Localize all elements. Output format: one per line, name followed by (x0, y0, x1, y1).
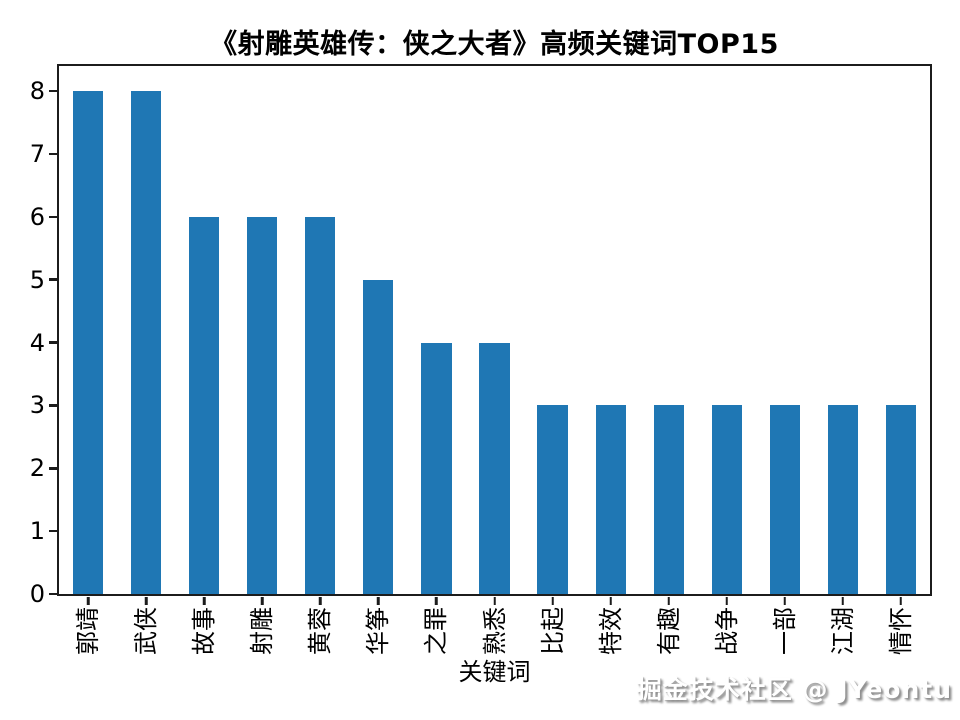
y-tick-label: 3 (29, 391, 45, 420)
y-tick-label: 8 (29, 77, 45, 106)
bar-有趣 (653, 405, 684, 594)
x-tick-label: 比起 (538, 607, 567, 655)
x-tick-mark (725, 596, 729, 605)
x-tick-mark (377, 596, 380, 605)
bar-slot (756, 66, 814, 594)
y-tick-mark (48, 467, 57, 470)
bar-之罪 (421, 342, 452, 594)
bar-slot (175, 66, 233, 594)
x-tick-mark (783, 596, 787, 605)
x-tick-mark (841, 596, 845, 605)
bar-江湖 (827, 405, 858, 594)
bar-slot (582, 66, 640, 594)
bar-slot (640, 66, 698, 594)
y-tick-mark (48, 278, 57, 281)
x-tick-label: 一部 (770, 607, 799, 655)
x-tick-label: 华筝 (364, 607, 393, 655)
plot-area: 关键词 0 1 2 3 4 5 6 7 8 郭靖 武侠 故事 射雕 黄蓉 华筝 之罪 熟悉 比起 特效 有趣 战争 一部江… (30, 64, 932, 684)
y-tick-label: 5 (29, 265, 45, 294)
x-tick-label: 郭靖 (74, 607, 103, 655)
bar-slot (465, 66, 523, 594)
bar-华筝 (363, 279, 394, 594)
bar-比起 (537, 405, 568, 594)
bar-特效 (595, 405, 626, 594)
x-tick-label: 情怀 (886, 607, 915, 655)
bars-row (59, 66, 930, 594)
y-tick-label: 1 (29, 517, 45, 546)
x-tick-label: 故事 (190, 607, 219, 655)
x-tick-mark (493, 596, 496, 605)
x-tick-mark (551, 596, 554, 605)
y-tick-label: 6 (29, 202, 45, 231)
bar-武侠 (131, 91, 162, 594)
bar-slot (233, 66, 291, 594)
x-tick-mark (435, 596, 438, 605)
x-tick-label: 黄蓉 (306, 607, 335, 655)
y-tick-mark (48, 341, 57, 344)
y-tick-mark (48, 404, 57, 407)
bar-slot (524, 66, 582, 594)
y-tick-label: 7 (29, 140, 45, 168)
x-tick-mark (202, 596, 206, 605)
bar-slot (291, 66, 349, 594)
bar-情怀 (885, 405, 916, 594)
y-tick-mark (48, 89, 57, 93)
x-tick-label: 江湖 (828, 607, 857, 655)
x-tick-label: 有趣 (654, 607, 683, 655)
bar-战争 (711, 405, 742, 594)
bar-slot (814, 66, 872, 594)
bar-黄蓉 (305, 216, 336, 594)
x-tick-label: 武侠 (132, 607, 161, 655)
bar-slot (872, 66, 930, 594)
bar-slot (349, 66, 407, 594)
x-tick-label: 射雕 (248, 607, 277, 655)
y-tick-label: 4 (29, 328, 45, 357)
x-tick-mark (260, 596, 264, 605)
bar-slot (59, 66, 117, 594)
y-tick-mark (48, 529, 57, 533)
bar-slot (698, 66, 756, 594)
x-tick-mark (609, 596, 612, 605)
x-tick-label: 战争 (712, 607, 741, 655)
chart-title: 《射雕英雄传：侠之大者》高频关键词TOP15 (210, 29, 779, 60)
bar-射雕 (247, 216, 278, 594)
x-tick-label: 熟悉 (480, 607, 509, 655)
y-tick-label: 2 (29, 454, 45, 483)
y-tick-mark (48, 592, 57, 596)
x-tick-mark (144, 596, 148, 605)
bar-slot (407, 66, 465, 594)
y-tick-mark (48, 152, 57, 156)
bar-郭靖 (72, 91, 104, 594)
x-tick-mark (86, 596, 90, 605)
x-tick-mark (667, 596, 670, 605)
x-tick-mark (899, 596, 903, 605)
x-tick-label: 特效 (596, 607, 625, 655)
bar-熟悉 (479, 342, 510, 594)
y-tick-mark (48, 215, 57, 219)
bar-slot (117, 66, 175, 594)
y-tick-label: 0 (29, 580, 45, 608)
bar-一部 (769, 405, 800, 594)
x-tick-label: 之罪 (422, 607, 451, 655)
x-tick-mark (319, 596, 322, 605)
x-axis-label: 关键词 (458, 658, 531, 686)
bar-故事 (189, 216, 220, 594)
watermark: 掘金技术社区 @ JYeontu (636, 675, 952, 704)
